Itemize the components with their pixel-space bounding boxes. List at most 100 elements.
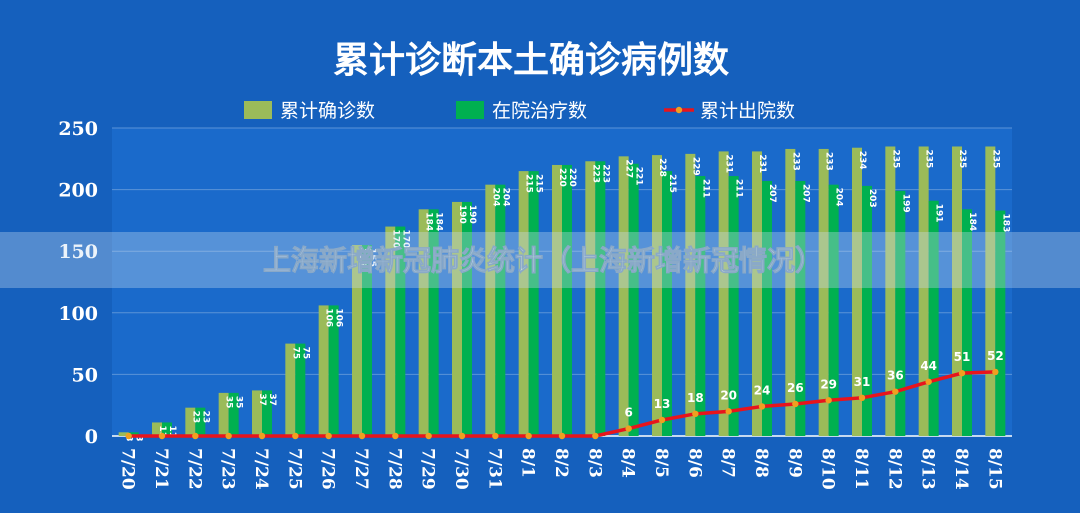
- point-discharged: [425, 432, 432, 440]
- bar-in-hospital: [228, 392, 239, 436]
- data-label-in-hospital: 37: [267, 393, 277, 406]
- bar-cumulative-confirmed: [118, 432, 129, 436]
- bar-cumulative-confirmed: [852, 147, 862, 436]
- data-label-in-hospital: 204: [834, 188, 844, 207]
- bar-in-hospital: [928, 200, 939, 436]
- x-tick-label: 7/27: [351, 448, 371, 490]
- point-discharged: [192, 432, 199, 440]
- bar-in-hospital: [195, 407, 206, 436]
- data-label-in-hospital: 204: [500, 188, 510, 207]
- data-label-discharged: 18: [687, 391, 704, 405]
- bar-in-hospital: [395, 226, 406, 436]
- data-label-discharged: 52: [987, 349, 1004, 363]
- data-label-in-hospital: 215: [534, 174, 544, 193]
- legend-label: 在院治疗数: [492, 100, 587, 122]
- point-discharged: [325, 432, 332, 440]
- bar-cumulative-confirmed: [285, 343, 296, 436]
- data-label-in-hospital: 184: [967, 212, 977, 231]
- legend-swatch: [244, 101, 272, 119]
- bar-cumulative-confirmed: [252, 390, 262, 436]
- data-label-cumulative-confirmed: 11: [157, 425, 167, 438]
- bar-in-hospital: [795, 180, 806, 436]
- data-label-in-hospital: 211: [700, 179, 710, 198]
- x-tick-label: 8/8: [751, 448, 771, 478]
- point-discharged: [525, 432, 532, 440]
- data-label-cumulative-confirmed: 215: [524, 174, 534, 193]
- bar-in-hospital: [328, 305, 339, 436]
- point-discharged: [358, 432, 366, 440]
- data-label-in-hospital: 191: [934, 204, 944, 223]
- data-label-cumulative-confirmed: 235: [890, 149, 900, 168]
- bar-in-hospital: [695, 176, 706, 436]
- data-label-discharged: 26: [787, 381, 804, 395]
- x-tick-label: 8/6: [684, 448, 704, 478]
- data-label-in-hospital: 223: [600, 164, 610, 183]
- bar-cumulative-confirmed: [885, 146, 896, 437]
- data-label-discharged: 6: [624, 406, 632, 420]
- point-discharged: [692, 410, 699, 418]
- x-tick-label: 8/1: [518, 448, 538, 478]
- x-tick-label: 8/3: [584, 448, 604, 478]
- bar-cumulative-confirmed: [418, 209, 429, 436]
- bar-in-hospital: [528, 171, 539, 436]
- point-discharged: [392, 432, 399, 440]
- x-tick-label: 8/7: [718, 448, 738, 478]
- x-tick-label: 8/11: [851, 448, 871, 490]
- data-label-in-hospital: 207: [800, 184, 810, 203]
- point-discharged: [558, 432, 566, 440]
- data-label-cumulative-confirmed: 227: [624, 159, 634, 178]
- point-discharged: [792, 400, 799, 408]
- x-tick-label: 8/4: [618, 448, 638, 478]
- point-discharged: [125, 432, 132, 440]
- data-label-cumulative-confirmed: 229: [690, 157, 700, 176]
- data-label-discharged: 13: [654, 397, 671, 411]
- data-label-discharged: 44: [920, 359, 937, 373]
- chart-title: 累计诊断本土确诊病例数: [333, 40, 729, 81]
- x-tick-label: 7/29: [418, 448, 438, 490]
- point-discharged: [225, 432, 232, 440]
- bar-in-hospital: [628, 163, 639, 436]
- data-label-in-hospital: 199: [900, 194, 910, 213]
- data-label-in-hospital: 221: [634, 167, 644, 186]
- bar-cumulative-confirmed: [485, 184, 496, 436]
- bar-cumulative-confirmed: [452, 201, 462, 436]
- x-tick-label: 8/9: [784, 448, 804, 478]
- bar-in-hospital: [995, 210, 1006, 436]
- x-tick-label: 7/31: [484, 448, 504, 490]
- data-label-in-hospital: 207: [767, 184, 777, 203]
- point-discharged: [458, 432, 466, 440]
- data-label-cumulative-confirmed: 23: [190, 411, 200, 424]
- bar-cumulative-confirmed: [318, 305, 329, 436]
- bar-in-hospital: [295, 343, 306, 436]
- data-label-in-hospital: 170: [400, 230, 410, 249]
- bar-cumulative-confirmed: [352, 245, 362, 436]
- y-tick-label: 50: [72, 364, 98, 386]
- legend-swatch: [456, 101, 484, 119]
- x-tick-label: 7/26: [318, 448, 338, 490]
- watermark-banner: 上海新增新冠肺炎统计（上海新增新冠情况）: [0, 232, 1080, 288]
- bar-in-hospital: [762, 180, 772, 436]
- bar-in-hospital: [428, 209, 439, 436]
- point-discharged: [892, 388, 899, 395]
- data-label-cumulative-confirmed: 184: [424, 212, 434, 231]
- data-label-in-hospital: 203: [867, 189, 877, 208]
- bar-cumulative-confirmed: [685, 153, 696, 436]
- y-tick-label: 0: [85, 426, 98, 448]
- bar-cumulative-confirmed: [818, 148, 829, 436]
- bar-cumulative-confirmed: [152, 422, 162, 436]
- bar-in-hospital: [862, 185, 872, 436]
- data-label-cumulative-confirmed: 155: [357, 248, 367, 267]
- data-label-discharged: 51: [954, 350, 971, 364]
- bar-cumulative-confirmed: [185, 407, 196, 436]
- x-tick-label: 8/12: [884, 448, 904, 490]
- x-tick-label: 7/25: [284, 448, 304, 490]
- point-discharged: [292, 432, 299, 440]
- bar-cumulative-confirmed: [385, 226, 396, 436]
- banner-background: [0, 232, 1080, 288]
- point-discharged: [158, 432, 166, 440]
- y-tick-label: 150: [58, 241, 98, 263]
- bar-cumulative-confirmed: [518, 171, 529, 436]
- legend-label: 累计确诊数: [280, 100, 375, 122]
- data-label-in-hospital: 23: [200, 411, 210, 424]
- x-tick-label: 7/28: [384, 448, 404, 490]
